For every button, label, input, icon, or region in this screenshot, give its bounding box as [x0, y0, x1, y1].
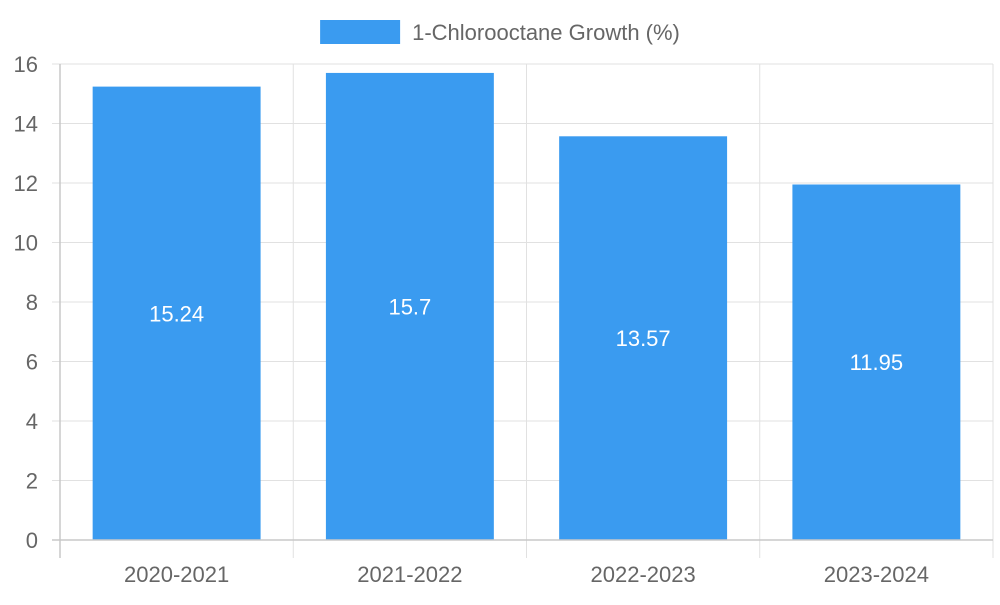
- legend-label: 1-Chlorooctane Growth (%): [412, 20, 680, 45]
- y-tick-label: 10: [14, 231, 38, 256]
- legend: 1-Chlorooctane Growth (%): [320, 20, 680, 45]
- x-tick-label: 2021-2022: [357, 562, 462, 587]
- y-tick-label: 8: [26, 290, 38, 315]
- x-tick-label: 2020-2021: [124, 562, 229, 587]
- x-tick-label: 2023-2024: [824, 562, 929, 587]
- bar: [92, 86, 261, 541]
- y-tick-label: 6: [26, 350, 38, 375]
- axes: 0 2 4 6 8 10 12 14 16 2020-2021 2021-2022 2022-2023…: [14, 52, 993, 587]
- y-tick-label: 4: [26, 409, 38, 434]
- y-tick-label: 2: [26, 469, 38, 494]
- y-tick-label: 16: [14, 52, 38, 77]
- bars: [92, 72, 961, 541]
- legend-swatch: [320, 20, 401, 44]
- y-tick-label: 12: [14, 171, 38, 196]
- y-tick-label: 0: [26, 528, 38, 553]
- data-labels: 15.24 15.7 13.57 11.95: [149, 294, 903, 375]
- bar-value-label: 13.57: [616, 326, 671, 351]
- bar: [559, 136, 728, 541]
- bar: [792, 184, 961, 541]
- bar-value-label: 15.7: [388, 294, 431, 319]
- x-tick-label: 2022-2023: [591, 562, 696, 587]
- bar: [325, 72, 494, 541]
- y-tick-label: 14: [14, 112, 38, 137]
- bar-value-label: 11.95: [850, 350, 903, 375]
- bar-value-label: 15.24: [149, 301, 204, 326]
